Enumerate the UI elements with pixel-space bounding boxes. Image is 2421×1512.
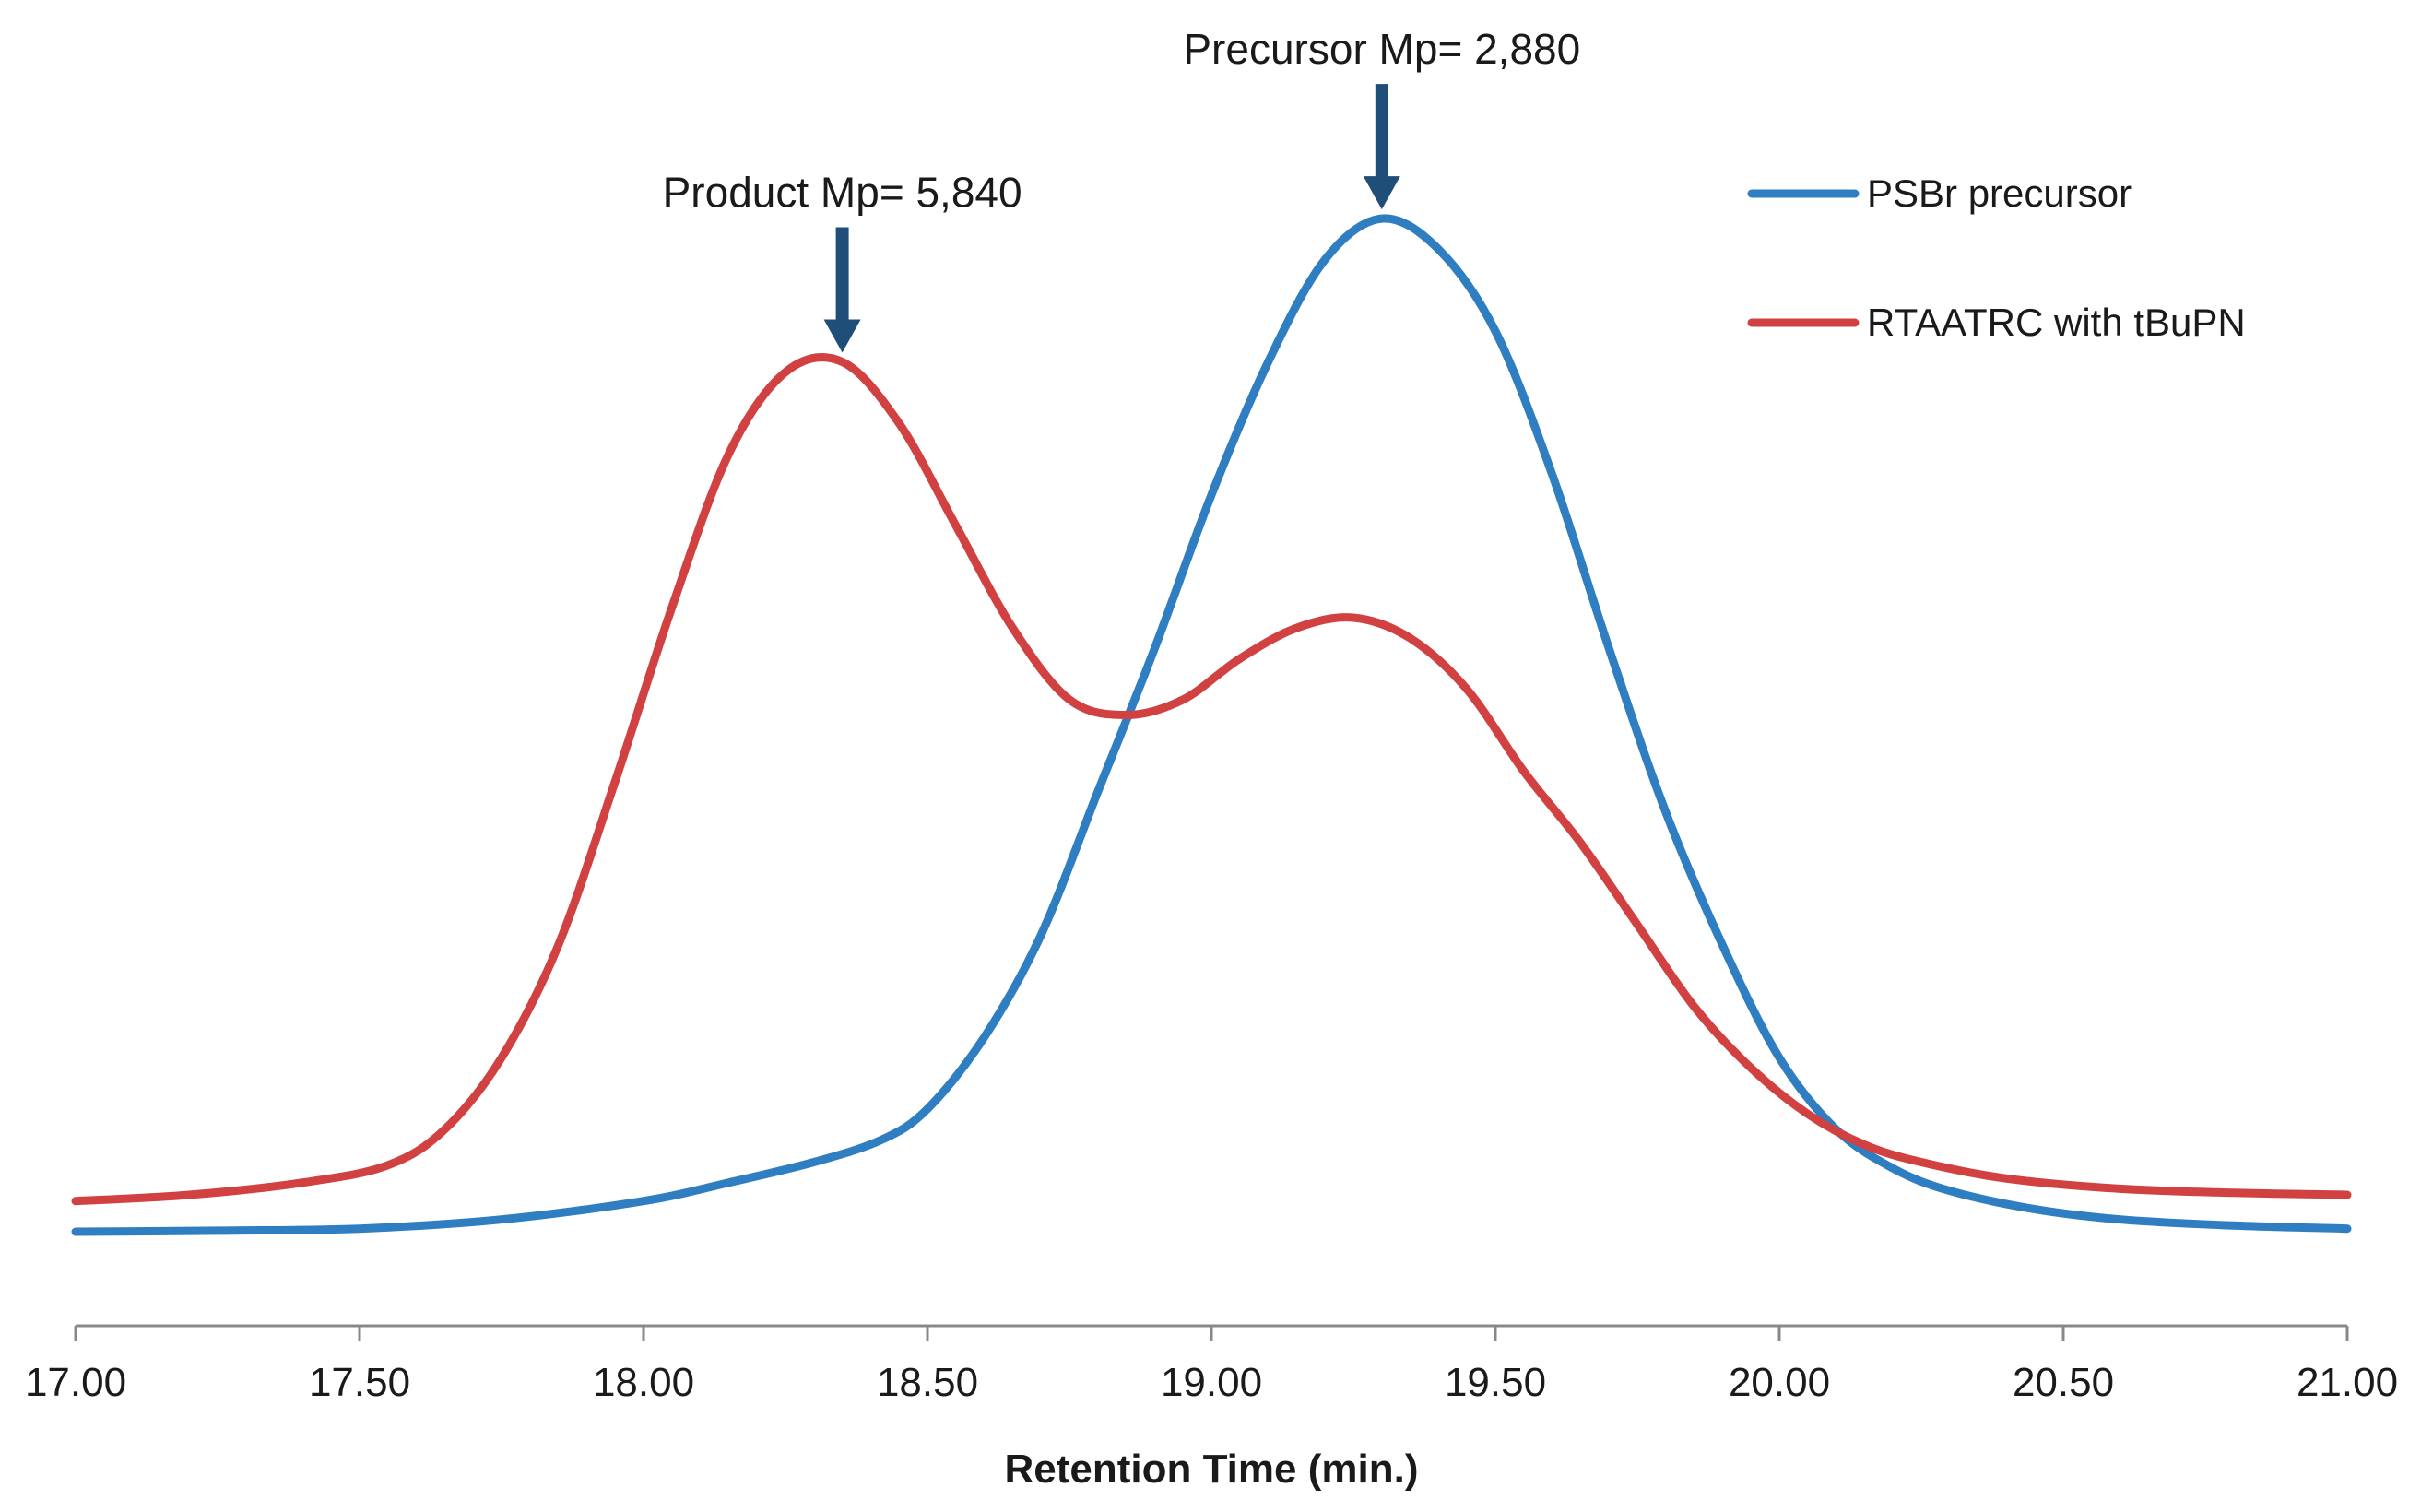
x-tick-label: 17.50 — [309, 1360, 410, 1405]
x-tick-label: 18.00 — [593, 1360, 694, 1405]
x-tick-label: 20.50 — [2013, 1360, 2114, 1405]
series-line-1 — [71, 353, 2352, 1206]
x-axis-ticks: 17.00 17.50 18.00 18.50 19.00 19.50 20.00 20.50… — [25, 1326, 2398, 1405]
legend-label: RTAATRC with tBuPN — [1867, 301, 2246, 344]
x-tick-label: 21.00 — [2297, 1360, 2398, 1405]
annotation-label: Precursor Mp= 2,880 — [1183, 25, 1580, 73]
annotation-label: Product Mp= 5,840 — [663, 169, 1022, 217]
x-tick-label: 19.50 — [1445, 1360, 1546, 1405]
annotation-arrow-head — [823, 319, 861, 353]
legend-label: PSBr precursor — [1867, 171, 2132, 215]
series-layer — [71, 214, 2352, 1236]
annotation-layer: Product Mp= 5,840 Precursor Mp= 2,880 — [663, 25, 1580, 353]
x-tick-label: 17.00 — [25, 1360, 126, 1405]
x-tick-label: 19.00 — [1161, 1360, 1262, 1405]
legend: PSBr precursor RTAATRC with tBuPN — [1747, 171, 2246, 344]
series-line-0 — [71, 214, 2352, 1236]
x-tick-label: 20.00 — [1729, 1360, 1830, 1405]
annotation-arrow-shaft — [1375, 84, 1388, 179]
annotation-arrow-head — [1363, 176, 1400, 210]
x-axis-title: Retention Time (min.) — [1005, 1447, 1419, 1492]
x-tick-label: 18.50 — [877, 1360, 978, 1405]
annotation-arrow-shaft — [835, 227, 849, 322]
